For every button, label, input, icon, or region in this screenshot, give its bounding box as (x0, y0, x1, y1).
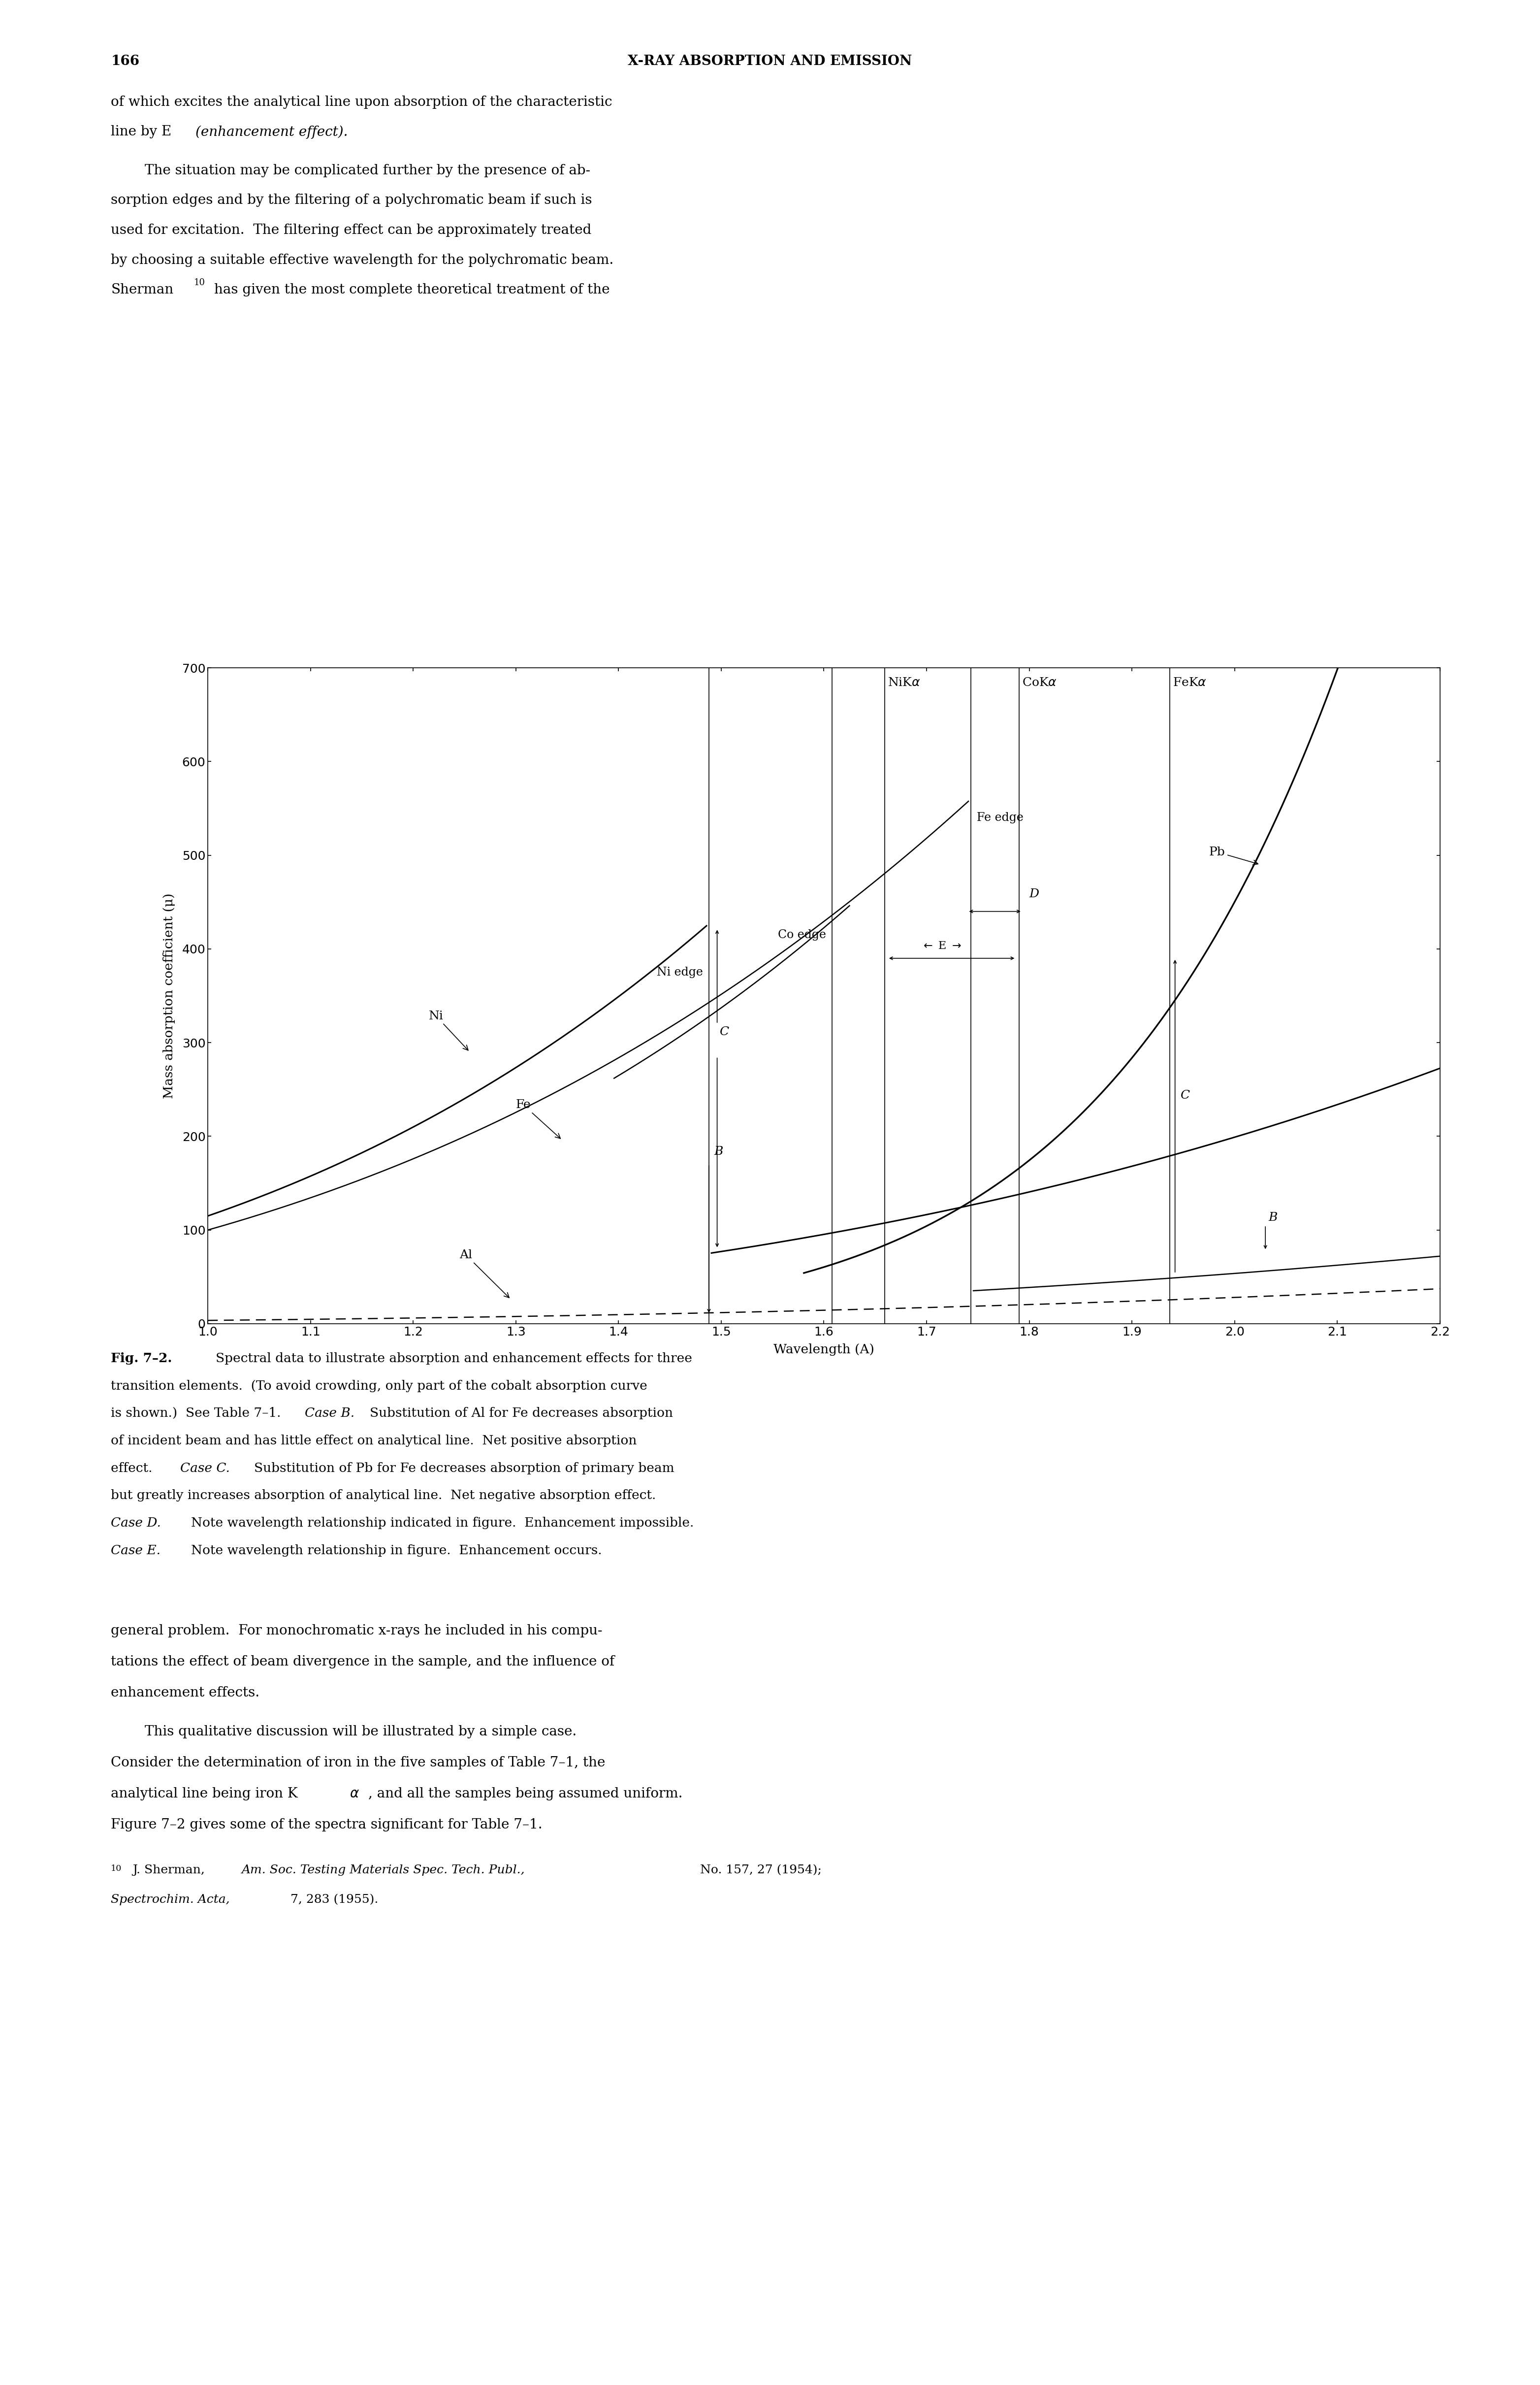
Text: D: D (1029, 890, 1040, 899)
Text: $\alpha$: $\alpha$ (350, 1786, 359, 1801)
Text: has given the most complete theoretical treatment of the: has given the most complete theoretical … (214, 284, 610, 296)
Text: Case D.: Case D. (111, 1517, 162, 1529)
Text: Substitution of Pb for Fe decreases absorption of primary beam: Substitution of Pb for Fe decreases abso… (254, 1462, 675, 1474)
Text: Ni: Ni (428, 1011, 468, 1049)
Text: Consider the determination of iron in the five samples of Table 7–1, the: Consider the determination of iron in th… (111, 1755, 605, 1770)
Text: Case B.: Case B. (305, 1407, 354, 1419)
Text: Note wavelength relationship in figure.  Enhancement occurs.: Note wavelength relationship in figure. … (191, 1545, 602, 1557)
Text: C: C (1180, 1090, 1189, 1102)
Text: Substitution of Al for Fe decreases absorption: Substitution of Al for Fe decreases abso… (370, 1407, 673, 1419)
Text: Spectrochim. Acta,: Spectrochim. Acta, (111, 1894, 229, 1906)
Text: Note wavelength relationship indicated in figure.  Enhancement impossible.: Note wavelength relationship indicated i… (191, 1517, 695, 1529)
Text: but greatly increases absorption of analytical line.  Net negative absorption ef: but greatly increases absorption of anal… (111, 1488, 656, 1503)
Text: 10: 10 (111, 1865, 122, 1872)
Text: 166: 166 (111, 55, 140, 69)
Text: of which excites the analytical line upon absorption of the characteristic: of which excites the analytical line upo… (111, 95, 613, 110)
Text: C: C (719, 1026, 728, 1037)
Text: Am. Soc. Testing Materials Spec. Tech. Publ.,: Am. Soc. Testing Materials Spec. Tech. P… (242, 1865, 525, 1875)
Text: enhancement effects.: enhancement effects. (111, 1686, 260, 1701)
Text: FeK$\alpha$: FeK$\alpha$ (1173, 677, 1207, 689)
Text: Co edge: Co edge (778, 930, 825, 940)
Text: Spectral data to illustrate absorption and enhancement effects for three: Spectral data to illustrate absorption a… (216, 1352, 691, 1364)
Text: 10: 10 (194, 279, 205, 286)
Text: Case E.: Case E. (111, 1545, 160, 1557)
Text: is shown.)  See Table 7–1.: is shown.) See Table 7–1. (111, 1407, 290, 1419)
Text: used for excitation.  The filtering effect can be approximately treated: used for excitation. The filtering effec… (111, 224, 591, 236)
Text: X-RAY ABSORPTION AND EMISSION: X-RAY ABSORPTION AND EMISSION (628, 55, 912, 69)
Text: by choosing a suitable effective wavelength for the polychromatic beam.: by choosing a suitable effective wavelen… (111, 253, 613, 267)
Text: Al: Al (459, 1250, 510, 1297)
Text: B: B (1269, 1212, 1278, 1224)
Text: (enhancement effect).: (enhancement effect). (196, 124, 348, 138)
Text: effect.: effect. (111, 1462, 160, 1474)
Text: general problem.  For monochromatic x-rays he included in his compu-: general problem. For monochromatic x-ray… (111, 1624, 602, 1638)
Text: Fe: Fe (516, 1099, 561, 1138)
Text: tations the effect of beam divergence in the sample, and the influence of: tations the effect of beam divergence in… (111, 1655, 614, 1669)
Text: $\leftarrow$ E $\rightarrow$: $\leftarrow$ E $\rightarrow$ (921, 940, 961, 952)
Text: 7, 283 (1955).: 7, 283 (1955). (286, 1894, 379, 1906)
Text: Sherman: Sherman (111, 284, 174, 296)
Text: transition elements.  (To avoid crowding, only part of the cobalt absorption cur: transition elements. (To avoid crowding,… (111, 1379, 647, 1393)
Text: Fig. 7–2.: Fig. 7–2. (111, 1352, 172, 1364)
Text: No. 157, 27 (1954);: No. 157, 27 (1954); (696, 1865, 821, 1875)
Text: Fe edge: Fe edge (976, 811, 1024, 823)
Text: The situation may be complicated further by the presence of ab-: The situation may be complicated further… (145, 165, 590, 176)
Text: Pb: Pb (1209, 847, 1258, 866)
Text: NiK$\alpha$: NiK$\alpha$ (887, 677, 921, 689)
Text: analytical line being iron K: analytical line being iron K (111, 1786, 297, 1801)
Text: Ni edge: Ni edge (656, 966, 702, 978)
Text: Case C.: Case C. (180, 1462, 229, 1474)
Text: of incident beam and has little effect on analytical line.  Net positive absorpt: of incident beam and has little effect o… (111, 1436, 638, 1448)
Text: line by E: line by E (111, 124, 176, 138)
Text: J. Sherman,: J. Sherman, (132, 1865, 209, 1875)
X-axis label: Wavelength (A): Wavelength (A) (773, 1343, 875, 1355)
Text: Figure 7–2 gives some of the spectra significant for Table 7–1.: Figure 7–2 gives some of the spectra sig… (111, 1817, 542, 1832)
Y-axis label: Mass absorption coefficient (μ): Mass absorption coefficient (μ) (163, 892, 176, 1099)
Text: This qualitative discussion will be illustrated by a simple case.: This qualitative discussion will be illu… (145, 1724, 576, 1739)
Text: , and all the samples being assumed uniform.: , and all the samples being assumed unif… (368, 1786, 682, 1801)
Text: sorption edges and by the filtering of a polychromatic beam if such is: sorption edges and by the filtering of a… (111, 193, 591, 207)
Text: CoK$\alpha$: CoK$\alpha$ (1023, 677, 1056, 689)
Text: B: B (715, 1147, 724, 1157)
